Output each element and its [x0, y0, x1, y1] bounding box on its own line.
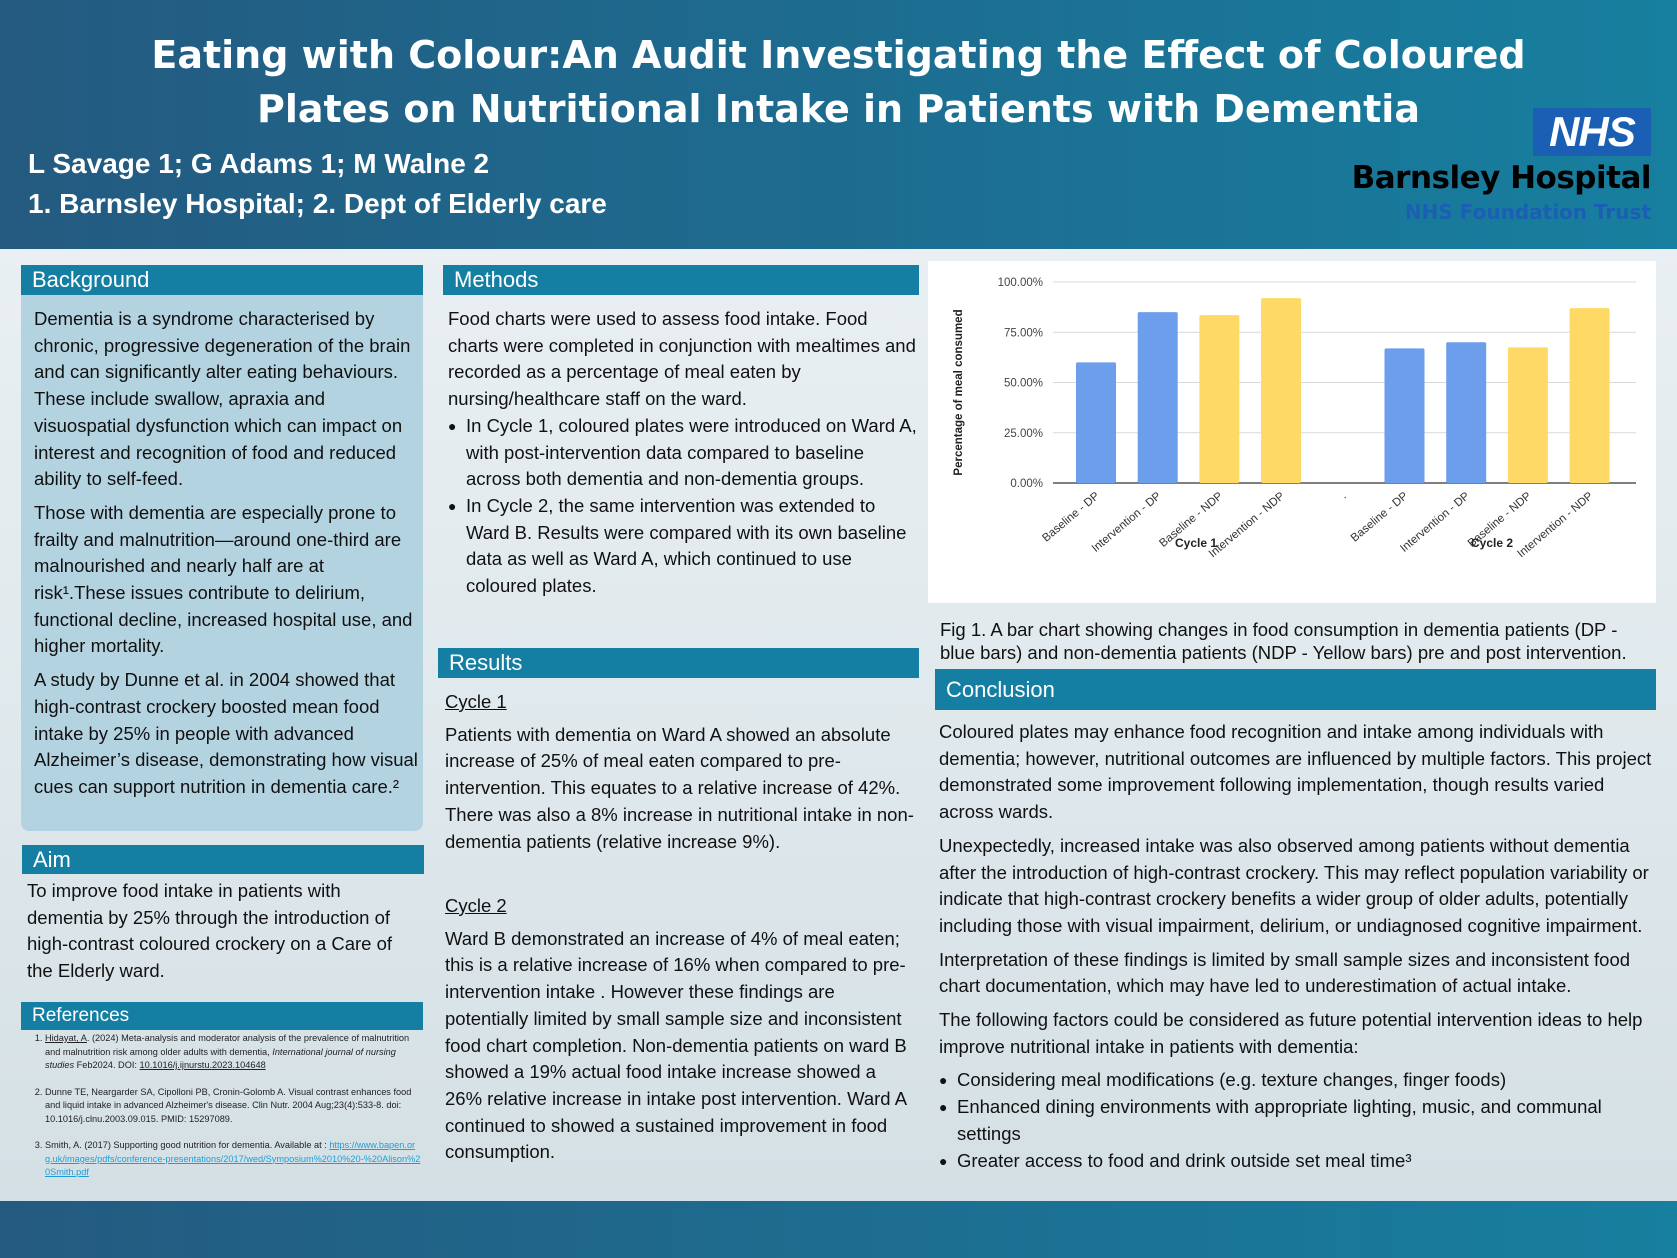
- y-tick-label: 0.00%: [1010, 478, 1043, 490]
- nhs-logo: NHS Barnsley Hospital NHS Foundation Tru…: [1352, 106, 1652, 226]
- group-label-cycle-1: Cycle 1: [1175, 536, 1217, 550]
- author-block: L Savage 1; G Adams 1; M Walne 2 1. Barn…: [28, 144, 607, 224]
- conclusion-heading: Conclusion: [935, 669, 1656, 710]
- aim-heading: Aim: [22, 845, 424, 874]
- conclusion-paragraph: Interpretation of these findings is limi…: [939, 948, 1631, 997]
- methods-bullets: In Cycle 1, coloured plates were introdu…: [448, 413, 918, 600]
- cycle1-text: Patients with dementia on Ward A showed …: [445, 723, 914, 852]
- background-paragraph: Those with dementia are especially prone…: [34, 501, 413, 657]
- methods-bullet: In Cycle 2, the same intervention was ex…: [448, 493, 918, 600]
- figure-caption: Fig 1. A bar chart showing changes in fo…: [940, 619, 1627, 663]
- reference-item: Dunne TE, Neargarder SA, Cipolloni PB, C…: [45, 1086, 421, 1127]
- bar: [1199, 315, 1240, 483]
- results-cycle2: Cycle 2 Ward B demonstrated an increase …: [445, 893, 917, 1166]
- references-heading: References: [21, 1002, 423, 1030]
- group-label-cycle-2: Cycle 2: [1471, 536, 1513, 550]
- hospital-name: Barnsley Hospital: [1351, 160, 1652, 196]
- cycle2-title: Cycle 2: [445, 895, 507, 916]
- conclusion-bullets: Considering meal modifications (e.g. tex…: [939, 1067, 1654, 1174]
- references-list: Hidayat, A. (2024) Meta-analysis and mod…: [21, 1032, 421, 1193]
- x-tick-label: Baseline - DP: [1040, 490, 1102, 545]
- bar: [1446, 342, 1487, 483]
- methods-bullet: In Cycle 1, coloured plates were introdu…: [448, 413, 918, 493]
- aim-text: To improve food intake in patients with …: [27, 880, 393, 982]
- methods-intro: Food charts were used to assess food int…: [448, 308, 916, 410]
- results-cycle1: Cycle 1 Patients with dementia on Ward A…: [445, 689, 917, 855]
- y-tick-label: 50.00%: [1004, 378, 1043, 390]
- x-tick-label: Baseline - DP: [1349, 490, 1411, 545]
- x-tick-label: .: [1339, 490, 1349, 501]
- bar: [1261, 298, 1302, 483]
- bar: [1569, 308, 1610, 483]
- reference-journal: International journal of nursing studies: [45, 1046, 396, 1071]
- poster-footer: [0, 1201, 1677, 1258]
- y-tick-label: 25.00%: [1004, 428, 1043, 440]
- reference-item: Smith, A. (2017) Supporting good nutriti…: [45, 1139, 421, 1180]
- y-tick-label: 75.00%: [1004, 327, 1043, 339]
- bar-chart-svg: 0.00% 25.00% 50.00% 75.00% 100.00% Baseline -…: [953, 277, 1636, 560]
- conclusion-bullet: Greater access to food and drink outside…: [939, 1148, 1654, 1175]
- cycle2-text: Ward B demonstrated an increase of 4% of…: [445, 927, 907, 1163]
- y-axis-title: Percentage of meal consumed: [953, 309, 965, 475]
- reference-text: Smith, A. (2017) Supporting good nutriti…: [45, 1140, 330, 1150]
- background-paragraph: Dementia is a syndrome characterised by …: [34, 308, 411, 490]
- reference-author-link[interactable]: Hidayat, A: [45, 1033, 87, 1043]
- title-line-2: Plates on Nutritional Intake in Patients…: [257, 87, 1420, 131]
- poster-header: Eating with Colour:An Audit Investigatin…: [0, 0, 1677, 249]
- conclusion-text: Coloured plates may enhance food recogni…: [939, 719, 1654, 1174]
- nhs-logo-mark: NHS: [1533, 108, 1651, 156]
- bar: [1137, 312, 1178, 483]
- background-heading: Background: [21, 265, 423, 295]
- results-heading: Results: [438, 648, 919, 678]
- bar: [1076, 362, 1116, 483]
- trust-name: NHS Foundation Trust: [1404, 200, 1651, 224]
- cycle1-title: Cycle 1: [445, 691, 507, 712]
- bar: [1507, 347, 1548, 483]
- poster-title: Eating with Colour:An Audit Investigatin…: [80, 28, 1597, 136]
- reference-text: . (2024) Meta-analysis and moderator ana…: [45, 1033, 410, 1057]
- conclusion-bullet: Considering meal modifications (e.g. tex…: [939, 1067, 1654, 1094]
- reference-item: Hidayat, A. (2024) Meta-analysis and mod…: [45, 1032, 421, 1073]
- y-tick-label: 100.00%: [998, 277, 1043, 289]
- reference-doi-link[interactable]: 10.1016/j.ijnurstu.2023.104648: [139, 1060, 266, 1070]
- reference-url-link[interactable]: https://www.bapen.org.uk/images/pdfs/con…: [45, 1140, 421, 1177]
- conclusion-paragraph: Unexpectedly, increased intake was also …: [939, 834, 1649, 936]
- conclusion-paragraph: Coloured plates may enhance food recogni…: [939, 721, 1652, 823]
- methods-text: Food charts were used to assess food int…: [448, 306, 918, 600]
- affiliations: 1. Barnsley Hospital; 2. Dept of Elderly…: [28, 188, 607, 219]
- background-panel: [21, 294, 423, 831]
- bar-chart: 0.00% 25.00% 50.00% 75.00% 100.00% Baseline -…: [928, 261, 1656, 603]
- reference-text: Feb2024. DOI:: [74, 1060, 140, 1070]
- title-line-1: Eating with Colour:An Audit Investigatin…: [151, 33, 1526, 77]
- authors: L Savage 1; G Adams 1; M Walne 2: [28, 148, 490, 179]
- background-paragraph: A study by Dunne et al. in 2004 showed t…: [34, 669, 418, 797]
- conclusion-bullet: Enhanced dining environments with approp…: [939, 1094, 1654, 1147]
- bar: [1384, 348, 1425, 483]
- conclusion-paragraph: The following factors could be considere…: [939, 1009, 1643, 1057]
- background-text: Dementia is a syndrome characterised by …: [34, 306, 419, 808]
- methods-heading: Methods: [443, 265, 919, 295]
